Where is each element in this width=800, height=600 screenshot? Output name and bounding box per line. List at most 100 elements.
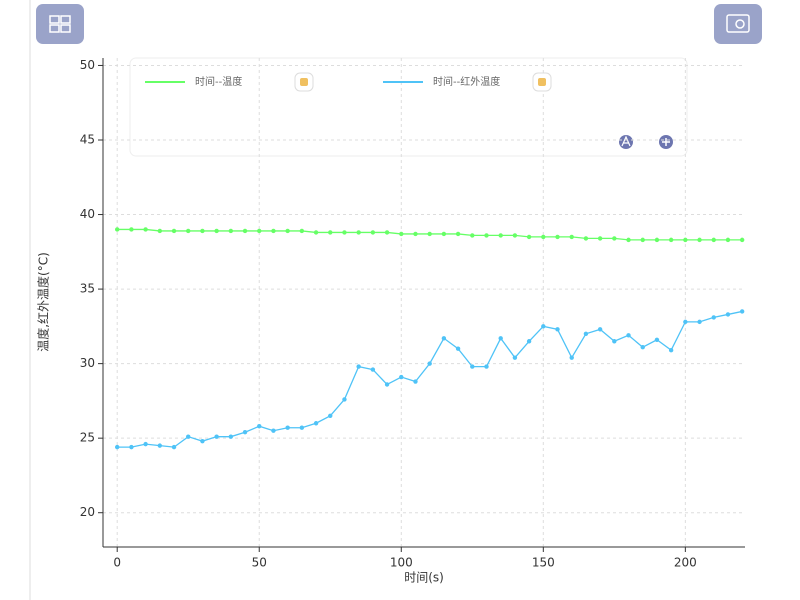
y-axis-label: 温度,红外温度(°C): [36, 252, 51, 352]
data-point: [356, 230, 361, 235]
data-point: [384, 382, 390, 387]
data-point: [640, 237, 645, 243]
data-point: [242, 228, 248, 234]
x-axis-label: 时间(s): [404, 571, 444, 585]
data-point: [455, 231, 461, 237]
data-point: [285, 228, 290, 234]
data-point: [271, 428, 276, 433]
data-point: [413, 231, 418, 237]
data-point: [143, 441, 148, 447]
data-point: [328, 413, 333, 419]
data-point: [214, 228, 219, 234]
y-tick-label: 45: [80, 132, 95, 146]
data-point: [555, 327, 560, 332]
legend-toggle-icon: [538, 78, 546, 86]
data-point: [143, 227, 148, 232]
data-point: [697, 319, 702, 325]
data-point: [228, 228, 234, 234]
data-point: [569, 355, 574, 360]
data-point: [711, 237, 716, 243]
legend-toggle[interactable]: [532, 72, 552, 92]
data-point: [271, 228, 276, 234]
y-tick-label: 20: [80, 505, 95, 519]
legend-label: 时间--温度: [195, 75, 242, 88]
data-point: [597, 327, 603, 332]
data-point: [399, 231, 404, 237]
data-point: [299, 228, 305, 234]
data-point: [640, 345, 645, 350]
x-tick-label: 200: [674, 556, 697, 570]
data-point: [171, 228, 177, 234]
data-point: [342, 397, 347, 402]
data-point: [242, 430, 248, 435]
y-tick-label: 50: [80, 58, 95, 72]
data-point: [711, 315, 716, 320]
data-point: [626, 237, 631, 243]
data-point: [668, 237, 674, 243]
data-point: [526, 339, 532, 344]
data-point: [328, 230, 333, 235]
data-point: [115, 227, 120, 232]
data-point: [739, 237, 745, 243]
data-point: [612, 236, 617, 241]
data-point: [427, 361, 432, 366]
data-point: [115, 444, 120, 450]
data-point: [597, 236, 603, 241]
data-point: [470, 233, 475, 238]
x-tick-label: 100: [390, 556, 413, 570]
data-point: [313, 230, 319, 235]
data-point: [384, 230, 390, 235]
data-point: [186, 228, 191, 234]
data-point: [399, 374, 404, 380]
data-point: [725, 237, 731, 243]
x-tick-label: 0: [113, 556, 121, 570]
data-point: [569, 234, 574, 240]
data-point: [526, 234, 532, 240]
x-tick-label: 150: [532, 556, 555, 570]
settings-button[interactable]: [714, 4, 762, 44]
data-point: [370, 367, 376, 372]
data-point: [484, 364, 489, 369]
data-point: [171, 444, 177, 450]
data-point: [484, 233, 489, 238]
data-point: [654, 337, 660, 342]
data-point: [512, 355, 518, 360]
data-point: [157, 443, 163, 448]
data-point: [626, 333, 631, 338]
data-point: [200, 228, 205, 234]
data-point: [441, 336, 447, 341]
data-point: [228, 434, 234, 439]
y-tick-label: 30: [80, 356, 95, 370]
data-point: [725, 312, 731, 317]
data-point: [299, 425, 305, 430]
data-point: [313, 421, 319, 426]
font-button[interactable]: [619, 135, 633, 149]
data-point: [512, 233, 518, 238]
data-point: [455, 346, 461, 351]
data-point: [541, 324, 546, 329]
data-point: [342, 230, 347, 235]
data-point: [257, 424, 262, 429]
data-point: [583, 236, 589, 241]
data-point: [541, 234, 546, 240]
legend-toggle[interactable]: [294, 72, 314, 92]
data-point: [214, 434, 219, 439]
data-point: [555, 234, 560, 240]
data-point: [200, 438, 205, 444]
series-line: [117, 310, 743, 448]
legend-toggle-icon: [300, 78, 308, 86]
data-point: [441, 231, 447, 237]
data-point: [612, 339, 617, 344]
grid-view-button[interactable]: [36, 4, 84, 44]
data-point: [285, 425, 290, 430]
data-point: [157, 228, 163, 234]
data-point: [654, 237, 660, 243]
zoom-button[interactable]: [659, 135, 673, 149]
data-point: [413, 379, 418, 384]
data-point: [470, 364, 475, 369]
data-point: [683, 237, 688, 243]
data-point: [427, 231, 432, 237]
data-point: [668, 348, 674, 353]
legend-label: 时间--红外温度: [433, 75, 500, 88]
